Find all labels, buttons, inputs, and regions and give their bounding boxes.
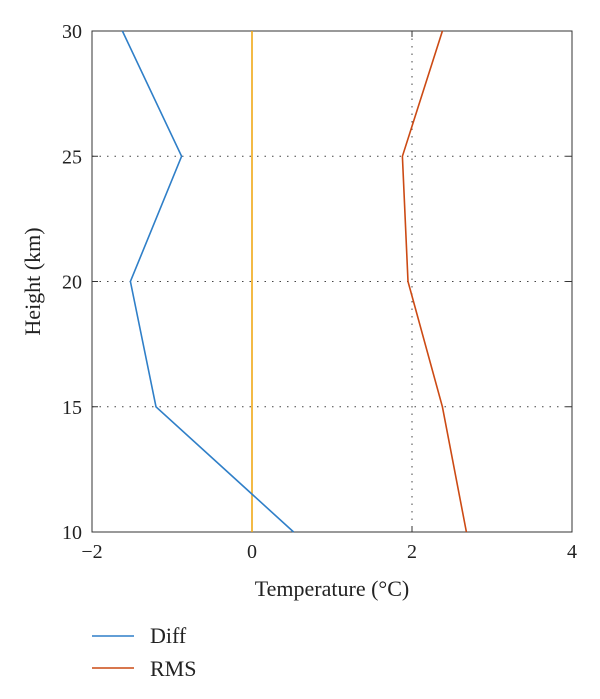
x-axis-label: Temperature (°C) [255, 576, 409, 601]
ticks-layer: −2 0 2 4 10 15 20 25 30 [62, 21, 577, 563]
y-tick-label: 30 [62, 21, 82, 43]
y-tick-label: 20 [62, 272, 82, 294]
legend-label-diff: Diff [150, 623, 187, 648]
x-tick-label: −2 [81, 541, 102, 563]
y-tick-label: 10 [62, 522, 82, 544]
y-axis-label: Height (km) [20, 227, 45, 335]
legend: Diff RMS [92, 623, 196, 681]
series-line-rms [401, 30, 468, 533]
x-tick-label: 4 [567, 541, 577, 563]
legend-label-rms: RMS [150, 656, 196, 681]
series-line-diff [121, 30, 295, 533]
x-tick-label: 2 [407, 541, 417, 563]
y-tick-label: 25 [62, 146, 82, 168]
series-layer [121, 30, 468, 533]
x-tick-label: 0 [247, 541, 257, 563]
grid-layer [92, 31, 572, 532]
y-tick-label: 15 [62, 397, 82, 419]
